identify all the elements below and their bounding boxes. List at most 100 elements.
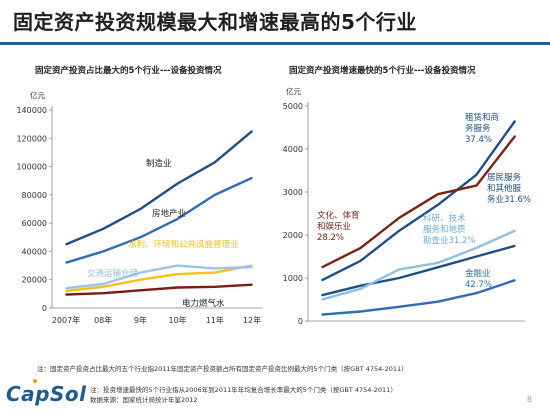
data-point [437, 193, 439, 195]
y-tick-label: 0 [298, 317, 303, 326]
data-point [514, 279, 516, 281]
data-point [475, 184, 478, 187]
footnote-2-line1: 注：投资增速最快的5个行业指从2006年到2011年年均复合增长率最大的5个门类… [90, 386, 397, 394]
x-tick-label: 9年 [134, 315, 147, 325]
y-tick-label: 1000 [283, 274, 303, 283]
data-point [214, 194, 216, 196]
data-point [398, 277, 400, 279]
capsol-logo: CapSol [6, 382, 87, 406]
series-label: 科研、技术 [423, 213, 466, 224]
data-point [214, 271, 216, 274]
footnote-1: 注：固定资产投资占比最大的五个行业指2011年固定资产投资额占所有固定资产投资比… [37, 365, 408, 373]
data-point [437, 204, 439, 206]
x-tick-label: 08年 [94, 315, 112, 325]
data-point [359, 284, 362, 287]
series-line [65, 264, 253, 293]
data-point [359, 260, 362, 262]
data-point [321, 298, 323, 301]
footnote-2: 注：投资增速最快的5个行业指从2006年到2011年年均复合增长率最大的5个门类… [90, 385, 397, 405]
data-point [437, 262, 439, 264]
series-line [65, 283, 253, 296]
data-point [214, 285, 216, 288]
y-tick-label: 3000 [283, 188, 303, 197]
series-label: 务业31.6% [487, 194, 531, 205]
data-point [176, 182, 179, 185]
data-point [102, 228, 104, 230]
series-line [321, 135, 516, 269]
series-label: 交通运输仓储 [87, 268, 139, 279]
data-point [398, 306, 400, 308]
data-point [176, 218, 179, 220]
series-label: 电力燃气水 [182, 298, 225, 309]
data-point [139, 208, 142, 210]
left-chart: 亿元 0 20000 40000 60000 80000 100000 120000 14000… [16, 90, 262, 325]
y-tick-label: 140000 [16, 106, 47, 115]
y-tick-label: 120000 [16, 134, 47, 143]
data-point [437, 266, 439, 269]
series-label: 务服务 [465, 123, 491, 134]
left-chart-title: 固定资产投资占比最大的5个行业---设备投资情况 [35, 66, 222, 76]
series-line [65, 176, 253, 264]
logo-dot-icon [33, 379, 37, 383]
data-point [359, 247, 362, 249]
y-tick-label: 0 [42, 304, 47, 313]
y-tick-label: 5000 [283, 102, 303, 111]
data-point [475, 255, 478, 258]
data-point [176, 264, 179, 267]
data-point [214, 267, 216, 270]
y-tick-label: 40000 [22, 247, 47, 256]
series-label: 房地产业 [152, 208, 186, 219]
data-point [359, 287, 362, 290]
data-point [398, 217, 400, 219]
data-point [251, 130, 253, 133]
series-label: 租赁和商 [465, 112, 499, 123]
series-label: 37.4% [465, 135, 492, 145]
series-line [321, 279, 516, 316]
series-label: 服务和地质 [423, 224, 466, 235]
data-point [214, 161, 216, 164]
x-tick-label: 10年 [169, 315, 187, 325]
title-divider [0, 42, 550, 45]
data-point [65, 290, 67, 292]
data-point [321, 294, 323, 296]
series-line [65, 264, 253, 290]
series-line [321, 229, 516, 301]
data-point [321, 313, 323, 316]
data-point [102, 283, 104, 285]
y-axis-unit: 亿元 [30, 90, 45, 100]
data-point [102, 250, 104, 253]
data-point [359, 310, 362, 313]
data-point [102, 292, 104, 294]
series-label: 勘查业31.2% [423, 235, 476, 246]
data-point [139, 271, 142, 274]
data-point [139, 236, 142, 239]
data-point [65, 261, 67, 264]
series-label: 水利、环境和公共设施管理业 [128, 239, 239, 250]
data-point [251, 177, 253, 179]
data-point [65, 287, 67, 289]
data-point [321, 279, 323, 281]
series-label: 文化、体育 [317, 210, 360, 221]
data-point [65, 293, 67, 296]
data-point [65, 243, 67, 246]
data-point [251, 283, 253, 286]
data-point [437, 300, 439, 303]
x-tick-label: 12年 [243, 315, 261, 325]
right-chart: 亿元0100020003000400050002007年08年9年10年11年1… [283, 86, 531, 326]
right-chart-title: 固定资产投资增速最快的5个行业---设备投资情况 [289, 66, 476, 76]
y-tick-label: 2000 [283, 231, 303, 240]
data-point [398, 268, 400, 271]
y-tick-label: 80000 [22, 191, 47, 200]
data-point [514, 244, 516, 247]
series-label: 28.2% [317, 233, 344, 243]
series-label: 42.7% [465, 280, 492, 290]
data-point [475, 247, 478, 249]
series-label: 居民服务 [487, 172, 522, 183]
data-point [514, 229, 516, 232]
data-point [139, 289, 142, 292]
data-point [398, 229, 400, 232]
data-point [176, 286, 179, 289]
y-tick-label: 100000 [16, 163, 47, 172]
data-point [102, 285, 104, 288]
data-point [321, 266, 323, 269]
